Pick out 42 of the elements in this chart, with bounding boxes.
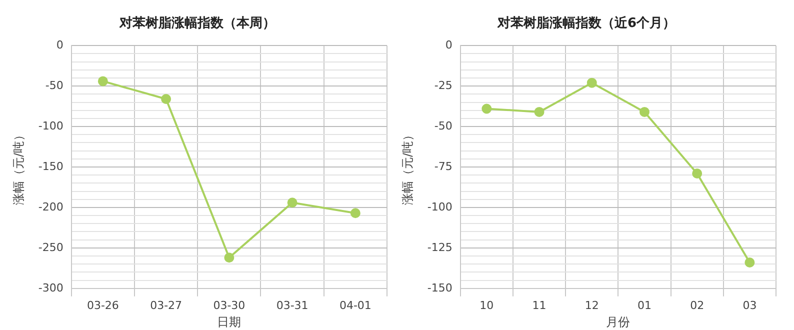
x-tick-label: 03-27: [150, 298, 182, 312]
y-axis-title: 涨幅（元/吨）: [400, 128, 414, 206]
chart-title: 对苯树脂涨幅指数（本周）: [118, 16, 276, 32]
x-tick-label: 02: [690, 298, 704, 312]
y-tick-label: 0: [56, 38, 64, 52]
y-tick-label: -100: [427, 200, 452, 214]
point: [287, 198, 298, 208]
y-tick-label: -75: [434, 160, 452, 173]
y-tick-label: -50: [434, 119, 452, 132]
point: [350, 208, 360, 218]
x-tick-label: 03-30: [213, 298, 246, 312]
y-tick-label: -150: [38, 160, 64, 173]
y-tick-label: -125: [427, 240, 452, 254]
y-tick-label: -250: [38, 240, 64, 254]
y-tick-label: -150: [427, 281, 452, 294]
x-tick-label: 04-01: [339, 298, 372, 312]
point: [161, 94, 172, 104]
point: [744, 258, 755, 268]
point: [639, 106, 650, 117]
point: [482, 104, 492, 114]
point: [98, 76, 108, 86]
point: [224, 252, 234, 263]
x-axis-title: 月份: [606, 314, 630, 329]
point: [534, 106, 544, 117]
x-axis-title: 日期: [217, 314, 242, 329]
point: [586, 78, 597, 88]
x-tick-label: 12: [584, 298, 599, 312]
chart-title: 对苯树脂涨幅指数（近6个月）: [496, 15, 676, 32]
y-tick-label: -300: [38, 281, 64, 294]
y-tick-label: -25: [434, 78, 452, 92]
y-tick-label: -50: [45, 78, 64, 92]
x-tick-label: 03-31: [276, 298, 308, 312]
x-tick-label: 10: [480, 298, 494, 312]
y-axis-title: 涨幅（元/吨）: [11, 128, 26, 206]
x-tick-label: 03-26: [86, 298, 119, 312]
y-tick-label: -200: [38, 200, 64, 214]
y-tick-label: -100: [38, 119, 64, 132]
y-tick-label: 0: [445, 38, 452, 52]
x-tick-label: 11: [532, 298, 546, 312]
x-tick-label: 03: [742, 298, 757, 312]
point: [692, 168, 702, 178]
x-tick-label: 01: [637, 298, 652, 312]
